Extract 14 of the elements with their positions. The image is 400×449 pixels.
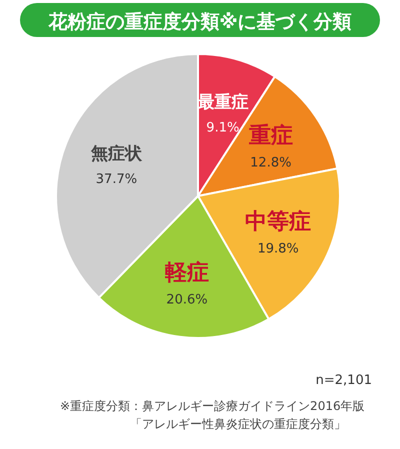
chart-title: 花粉症の重症度分類※に基づく分類 xyxy=(47,11,352,33)
slice-label: 中等症 xyxy=(245,209,312,234)
text: n=2,101 xyxy=(316,373,372,388)
data-label: 20.6% xyxy=(166,292,208,308)
data-label: 19.8% xyxy=(257,241,299,256)
slice-label: 最重症 xyxy=(196,92,248,113)
data-label: 12.8% xyxy=(250,156,292,171)
slice-label: 無症状 xyxy=(90,144,143,164)
text: 「アレルギー性鼻炎症状の重症度分類」 xyxy=(130,417,346,431)
data-label: 37.7% xyxy=(96,172,138,187)
slice-label: 軽症 xyxy=(164,260,209,286)
data-label: 9.1% xyxy=(206,120,240,136)
slice-label: 重症 xyxy=(248,124,293,149)
text: ※重症度分類：鼻アレルギー診療ガイドライン2016年版 xyxy=(60,399,365,413)
